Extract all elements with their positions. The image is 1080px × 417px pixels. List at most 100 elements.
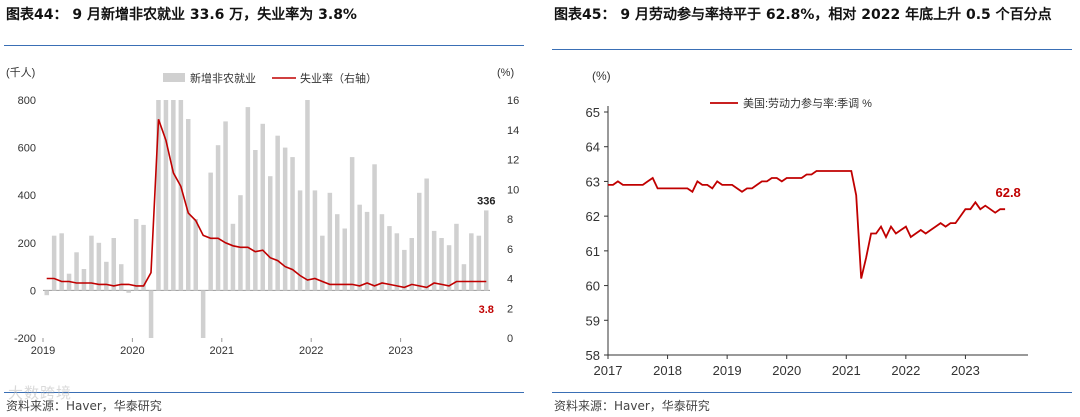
payroll-bar [89, 235, 94, 291]
left-y-tick-label: 400 [18, 190, 36, 202]
left-axis-unit-label: (千人) [6, 66, 35, 79]
payroll-bar [394, 233, 400, 291]
y-tick-label: 63 [586, 174, 600, 189]
right-source: 资料来源：Haver，华泰研究 [554, 399, 710, 413]
payroll-bar [141, 224, 146, 291]
x-tick-label: 2020 [120, 345, 144, 357]
right-y-tick-label: 8 [507, 214, 513, 226]
participation-line [608, 170, 1006, 279]
payroll-bar [193, 219, 198, 291]
y-tick-label: 58 [586, 348, 600, 363]
right-y-tick-label: 0 [507, 333, 513, 345]
payroll-bar [305, 100, 310, 291]
right-chart-title: 图表45： 9 月劳动参与率持平于 62.8%，相对 2022 年底上升 0.5… [554, 7, 1052, 23]
right-title-rule [552, 49, 1072, 50]
payroll-bar [186, 119, 191, 291]
payroll-bar [469, 233, 474, 291]
payroll-bar [163, 100, 169, 291]
payroll-bar [148, 290, 154, 338]
payroll-bar [379, 214, 385, 291]
left-chart: (千人) (%) 800 600 400 200 0 -200 16 14 12 10 8 6 4 2 0 201… [6, 66, 519, 357]
x-tick-label: 2022 [891, 363, 920, 378]
payroll-bar [268, 176, 273, 291]
payroll-bar [297, 190, 303, 291]
payroll-bar [402, 249, 407, 291]
y-tick-label: 59 [586, 313, 600, 328]
payroll-bar [357, 204, 362, 291]
y-tick-label: 60 [586, 279, 600, 294]
payroll-bar [320, 235, 325, 291]
y-tick-label: 64 [586, 140, 600, 155]
left-chart-panel: 图表44： 9 月新增非农就业 33.6 万，失业率为 3.8% (千人) (%)… [0, 0, 530, 417]
x-tick-label: 2023 [388, 345, 412, 357]
payroll-bar [327, 192, 333, 291]
x-tick-label: 2017 [594, 363, 623, 378]
x-tick-label: 2019 [713, 363, 742, 378]
bar-last-annotation: 336 [477, 195, 495, 207]
payroll-bar [215, 145, 221, 291]
payroll-bar [476, 235, 482, 291]
payroll-bar [446, 245, 452, 291]
payroll-bar [282, 147, 288, 291]
right-y-tick-label: 2 [507, 303, 513, 315]
payroll-bar [245, 107, 251, 291]
x-tick-label: 2022 [299, 345, 323, 357]
payroll-bar [364, 211, 370, 291]
payroll-bar [81, 269, 87, 291]
payroll-bar [44, 290, 49, 296]
payroll-bar [59, 233, 64, 291]
payroll-bar [178, 100, 184, 291]
payroll-bar [417, 192, 422, 291]
legend-bar-label: 新增非农就业 [190, 71, 256, 85]
payroll-bar [208, 172, 213, 291]
payroll-bar [156, 100, 161, 291]
payroll-bar [372, 164, 377, 291]
payroll-bar [223, 121, 228, 291]
payroll-bar [126, 290, 131, 293]
left-y-tick-label: 800 [18, 95, 36, 107]
payroll-bar [409, 238, 414, 291]
payroll-bar [342, 228, 347, 291]
payroll-bar [74, 252, 79, 291]
payroll-bar [111, 238, 116, 291]
payroll-bar [349, 157, 355, 291]
y-tick-label: 65 [586, 105, 600, 120]
left-chart-title: 图表44： 9 月新增非农就业 33.6 万，失业率为 3.8% [6, 7, 357, 23]
right-y-tick-label: 12 [507, 155, 519, 167]
payroll-bar [96, 242, 102, 291]
payroll-bar [51, 235, 57, 291]
left-source-rule [4, 392, 524, 393]
y-axis-unit-label: (%) [592, 69, 611, 83]
x-tick-label: 2021 [832, 363, 861, 378]
right-y-tick-label: 10 [507, 184, 519, 196]
payroll-bar [387, 226, 392, 291]
payroll-bar [424, 178, 429, 291]
payroll-bar [238, 195, 243, 291]
legend-bar-swatch [163, 73, 185, 82]
payroll-bar [119, 264, 124, 291]
left-y-tick-label: 200 [18, 238, 36, 250]
payroll-bar [484, 210, 489, 291]
payroll-bar [431, 230, 437, 291]
payroll-bar [335, 214, 340, 291]
right-y-tick-label: 4 [507, 274, 513, 286]
x-tick-label: 2018 [653, 363, 682, 378]
payroll-bar [312, 190, 318, 291]
payroll-bar [230, 223, 236, 291]
left-y-tick-label: -200 [14, 333, 36, 345]
payroll-bar [454, 223, 459, 291]
legend-line-label: 失业率（右轴） [300, 71, 377, 85]
payroll-bar [171, 100, 176, 291]
payroll-bar [290, 157, 295, 291]
right-source-rule [552, 392, 1072, 393]
y-tick-label: 61 [586, 244, 600, 259]
left-source: 资料来源：Haver，华泰研究 [6, 399, 162, 413]
watermark-text: 大数跨境 [8, 384, 73, 402]
payroll-bar [439, 238, 444, 291]
payroll-bar [260, 123, 265, 291]
legend-line-label: 美国:劳动力参与率:季调 % [743, 96, 872, 110]
y-tick-label: 62 [586, 209, 600, 224]
payroll-bar [253, 150, 258, 291]
line-last-annotation: 62.8 [995, 185, 1020, 200]
